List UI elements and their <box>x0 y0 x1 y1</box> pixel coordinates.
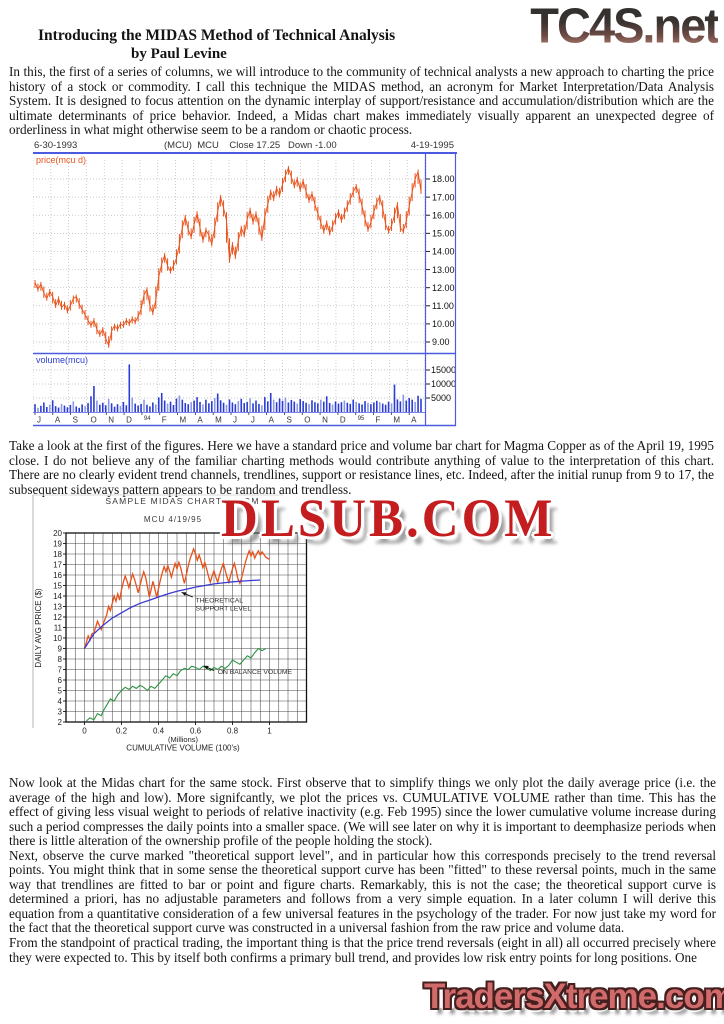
svg-text:DAILY AVG PRICE ($): DAILY AVG PRICE ($) <box>34 588 43 667</box>
svg-text:15.00: 15.00 <box>432 229 455 239</box>
svg-text:18.00: 18.00 <box>432 174 455 184</box>
paragraph-practical-trading: From the standpoint of practical trading… <box>9 935 716 965</box>
svg-text:THEORETICAL: THEORETICAL <box>196 597 244 604</box>
svg-text:ON BALANCE VOLUME: ON BALANCE VOLUME <box>218 669 293 676</box>
svg-text:J: J <box>37 416 41 425</box>
svg-text:10.00: 10.00 <box>432 319 455 329</box>
svg-text:5000: 5000 <box>431 393 451 403</box>
paragraph-support-curve: Next, observe the curve marked "theoreti… <box>9 847 716 936</box>
svg-text:20: 20 <box>53 529 62 538</box>
svg-text:19: 19 <box>53 539 62 548</box>
chart-header: 6-30-1993 (MCU) MCU Close 17.25 Down -1.… <box>33 140 457 154</box>
svg-text:0.8: 0.8 <box>227 727 239 736</box>
price-series-label: price(mcu d) <box>36 155 87 165</box>
svg-text:18: 18 <box>53 550 62 559</box>
svg-text:(Millions): (Millions) <box>168 735 199 744</box>
svg-text:2: 2 <box>58 718 63 727</box>
svg-text:M: M <box>215 416 222 425</box>
svg-text:J: J <box>233 416 237 425</box>
svg-text:12.00: 12.00 <box>432 283 455 293</box>
svg-text:0.2: 0.2 <box>116 727 128 736</box>
svg-text:A: A <box>55 416 61 425</box>
svg-text:95: 95 <box>358 416 365 422</box>
paragraph-figure1: Take a look at the first of the figures.… <box>9 438 714 497</box>
svg-text:N: N <box>108 416 114 425</box>
svg-text:D: D <box>340 416 346 425</box>
chart-quote-line: (MCU) MCU Close 17.25 Down -1.00 <box>164 140 337 151</box>
svg-text:10000: 10000 <box>431 379 456 389</box>
svg-text:M: M <box>180 416 187 425</box>
svg-text:13.00: 13.00 <box>432 265 455 275</box>
svg-text:J: J <box>251 416 255 425</box>
article-byline: by Paul Levine <box>131 46 227 62</box>
price-volume-chart: 6-30-1993 (MCU) MCU Close 17.25 Down -1.… <box>33 140 457 427</box>
tradersxtreme-logo: TradersXtreme.com <box>424 977 724 1016</box>
svg-text:3: 3 <box>58 707 63 716</box>
svg-text:S: S <box>286 416 291 425</box>
svg-text:5: 5 <box>58 686 63 695</box>
svg-text:F: F <box>376 416 381 425</box>
svg-text:0: 0 <box>82 727 87 736</box>
svg-text:9.00: 9.00 <box>432 337 450 347</box>
svg-text:S: S <box>73 416 78 425</box>
svg-text:F: F <box>162 416 167 425</box>
svg-text:0.4: 0.4 <box>153 727 165 736</box>
midas-chart-figure: SAMPLE MIDAS CHART: MAGMA MCU 4/19/95 20 19… <box>31 492 323 772</box>
svg-text:94: 94 <box>144 416 151 422</box>
article-title: Introducing the MIDAS Method of Technica… <box>38 27 396 44</box>
volume-series-label: volume(mcu) <box>36 355 89 365</box>
svg-text:15000: 15000 <box>431 365 456 375</box>
svg-text:15: 15 <box>53 581 62 590</box>
svg-text:A: A <box>197 416 203 425</box>
svg-text:A: A <box>411 416 417 425</box>
svg-text:SUPPORT LEVEL: SUPPORT LEVEL <box>196 605 252 612</box>
svg-text:16: 16 <box>53 571 62 580</box>
svg-text:A: A <box>269 416 275 425</box>
price-volume-plot: 18.00 17.00 16.00 15.00 14.00 13.00 12.00 11.00… <box>33 154 457 427</box>
svg-text:10: 10 <box>53 634 62 643</box>
svg-text:16.00: 16.00 <box>432 210 455 220</box>
tc4s-logo: TC4S.net <box>530 0 720 54</box>
svg-text:9: 9 <box>58 644 63 653</box>
svg-text:CUMULATIVE VOLUME (100's): CUMULATIVE VOLUME (100's) <box>126 744 240 753</box>
svg-text:17.00: 17.00 <box>432 192 455 202</box>
paragraph-block: Now look at the Midas chart for the same… <box>9 775 716 965</box>
svg-text:O: O <box>304 416 310 425</box>
svg-text:6: 6 <box>58 676 63 685</box>
svg-text:4: 4 <box>58 697 63 706</box>
svg-text:13: 13 <box>53 602 62 611</box>
svg-text:12: 12 <box>53 613 62 622</box>
svg-text:MCU 4/19/95: MCU 4/19/95 <box>144 515 202 524</box>
chart-end-date: 4-19-1995 <box>410 140 454 151</box>
dlsub-watermark: DLSUB.COM <box>221 489 556 549</box>
svg-text:8: 8 <box>58 655 63 664</box>
svg-text:11: 11 <box>54 623 63 632</box>
svg-text:7: 7 <box>58 665 63 674</box>
paragraph-midas-explained: Now look at the Midas chart for the same… <box>9 775 716 849</box>
svg-text:11.00: 11.00 <box>432 301 454 311</box>
svg-text:14.00: 14.00 <box>432 247 455 257</box>
svg-text:M: M <box>393 416 400 425</box>
svg-text:N: N <box>322 416 328 425</box>
svg-text:14: 14 <box>53 592 62 601</box>
svg-text:0.6: 0.6 <box>190 727 202 736</box>
svg-text:1: 1 <box>267 727 272 736</box>
svg-text:SAMPLE MIDAS CHART: MAGMA: SAMPLE MIDAS CHART: MAGMA <box>105 496 266 506</box>
svg-text:17: 17 <box>53 560 62 569</box>
chart-start-date: 6-30-1993 <box>34 140 78 151</box>
svg-text:D: D <box>126 416 132 425</box>
paragraph-intro: In this, the first of a series of column… <box>9 64 714 138</box>
svg-text:O: O <box>90 416 96 425</box>
